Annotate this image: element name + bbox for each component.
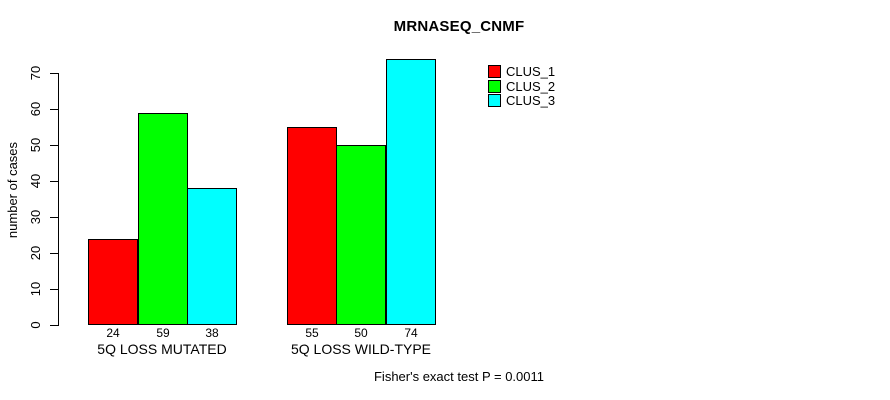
bar-value-label: 55 — [305, 326, 319, 340]
stat-note: Fisher's exact test P = 0.0011 — [373, 369, 544, 384]
y-tick-mark — [50, 73, 58, 74]
bar-clus-1 — [287, 127, 337, 325]
category-label: 5Q LOSS WILD-TYPE — [290, 341, 432, 357]
legend-label: CLUS_2 — [506, 79, 556, 94]
bar-clus-2 — [138, 113, 188, 325]
y-tick-label: 0 — [28, 321, 43, 329]
y-tick-mark — [50, 325, 58, 326]
chart-title: MRNASEQ_CNMF — [393, 18, 525, 35]
bar-value-label: 50 — [354, 326, 368, 340]
legend-item: CLUS_1 — [488, 65, 555, 78]
y-tick-label: 40 — [28, 173, 43, 189]
bar-clus-2 — [336, 145, 386, 325]
y-tick-label: 50 — [28, 137, 43, 153]
legend-label: CLUS_1 — [506, 64, 556, 79]
legend-swatch-clus-2 — [488, 80, 501, 93]
legend-swatch-clus-3 — [488, 94, 501, 107]
y-axis-line — [58, 73, 59, 326]
category-label: 5Q LOSS MUTATED — [97, 341, 227, 357]
y-tick-label: 30 — [28, 209, 43, 225]
y-tick-mark — [50, 181, 58, 182]
y-tick-label: 10 — [28, 281, 43, 297]
bar-clus-3 — [386, 59, 436, 325]
legend-label: CLUS_3 — [506, 93, 556, 108]
bar-clus-1 — [88, 239, 138, 325]
y-tick-label: 20 — [28, 245, 43, 261]
y-tick-mark — [50, 109, 58, 110]
y-axis-title: number of cases — [5, 141, 20, 239]
y-tick-label: 70 — [28, 65, 43, 81]
y-tick-mark — [50, 253, 58, 254]
bar-value-label: 59 — [156, 326, 170, 340]
bar-clus-3 — [187, 188, 237, 325]
y-tick-mark — [50, 289, 58, 290]
bar-value-label: 38 — [205, 326, 219, 340]
bar-value-label: 24 — [106, 326, 120, 340]
legend-swatch-clus-1 — [488, 65, 501, 78]
y-tick-mark — [50, 145, 58, 146]
legend-item: CLUS_2 — [488, 80, 555, 93]
y-tick-mark — [50, 217, 58, 218]
legend-item: CLUS_3 — [488, 94, 555, 107]
y-tick-label: 60 — [28, 101, 43, 117]
bar-value-label: 74 — [404, 326, 418, 340]
